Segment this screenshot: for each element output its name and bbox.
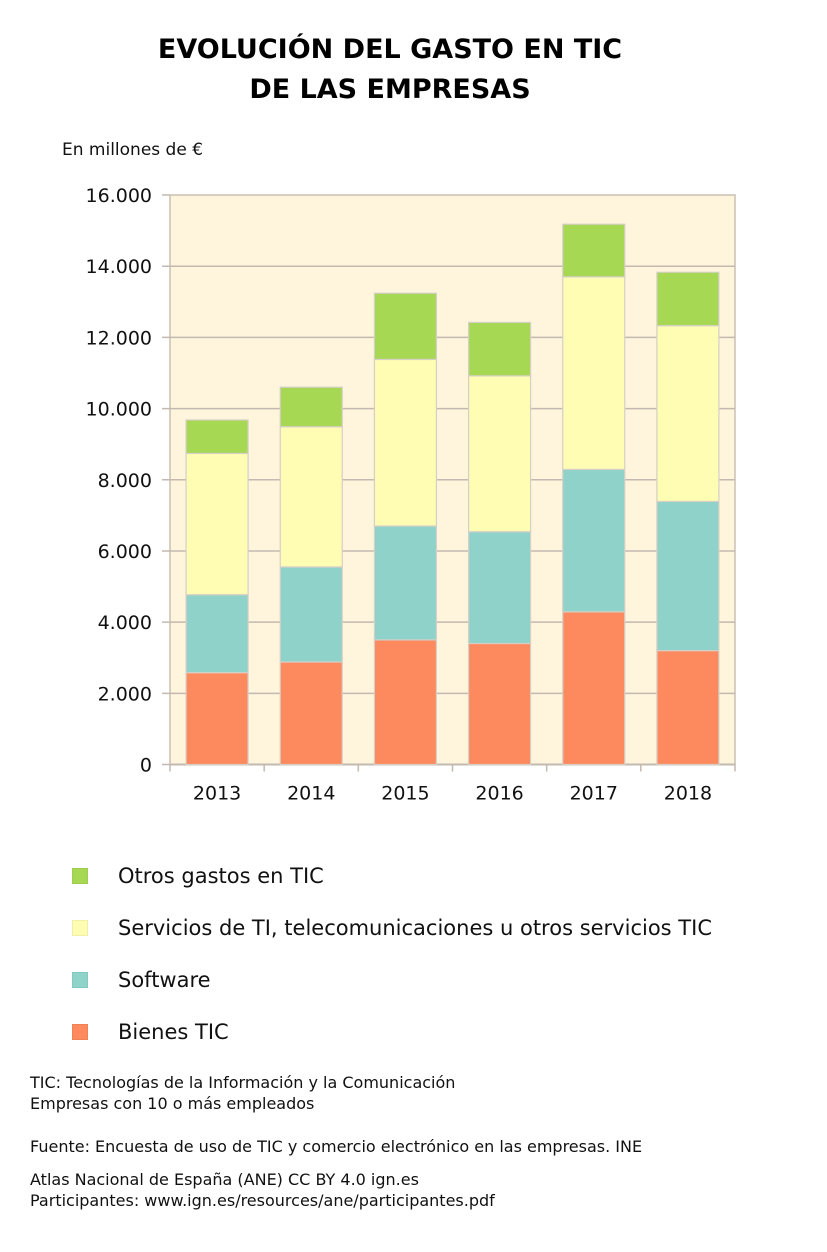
bar-2018-otros	[656, 271, 720, 327]
x-tick-label: 2016	[475, 783, 523, 805]
bar-2015-servicios	[373, 358, 438, 527]
y-tick-label: 4.000	[98, 612, 152, 634]
bar-2014-bienes	[279, 661, 343, 766]
bar-2018-servicios	[656, 325, 720, 503]
stacked-bar-chart: 0 2.000 4.000 6.000 8.000 10.000 12.000 14.000 1…	[86, 185, 736, 805]
bar-2015-otros	[373, 292, 438, 361]
bar-2016-software	[467, 531, 532, 645]
legend: Otros gastos en TIC Servicios de TI, tel…	[72, 850, 712, 1058]
bar-2016-servicios	[467, 375, 532, 533]
legend-label-otros: Otros gastos en TIC	[118, 864, 324, 888]
bar-2013-servicios	[185, 452, 249, 596]
bar-2014-otros	[279, 386, 343, 428]
x-tick-label: 2018	[664, 783, 712, 805]
bar-2018-bienes	[656, 650, 720, 766]
x-tick-label: 2015	[381, 783, 429, 805]
legend-label-servicios: Servicios de TI, telecomunicaciones u ot…	[118, 916, 712, 940]
bar-2014-servicios	[279, 426, 343, 568]
legend-item-servicios: Servicios de TI, telecomunicaciones u ot…	[72, 902, 712, 954]
bar-2017-bienes	[562, 611, 626, 766]
legend-item-bienes: Bienes TIC	[72, 1006, 712, 1058]
legend-swatch-servicios	[72, 920, 88, 936]
y-tick-label: 12.000	[86, 327, 152, 349]
bar-2016-bienes	[467, 642, 532, 766]
y-axis-unit-label: En millones de €	[62, 140, 204, 160]
note-company-size: Empresas con 10 o más empleados	[30, 1094, 315, 1113]
chart-title-line1: EVOLUCIÓN DEL GASTO EN TIC	[157, 34, 623, 65]
bar-2017-servicios	[562, 276, 626, 471]
y-tick-label: 16.000	[86, 185, 152, 207]
bar-2013-bienes	[185, 672, 249, 766]
bar-2016-otros	[467, 321, 532, 377]
bar-2017-software	[562, 468, 626, 613]
note-tic-definition: TIC: Tecnologías de la Información y la …	[30, 1073, 456, 1092]
legend-label-bienes: Bienes TIC	[118, 1020, 229, 1044]
bar-2018-software	[656, 500, 720, 652]
chart-title: EVOLUCIÓN DEL GASTO EN TIC DE LAS EMPRES…	[0, 30, 780, 110]
y-tick-label: 0	[140, 755, 152, 777]
bar-2015-bienes	[373, 639, 438, 766]
source-note: Fuente: Encuesta de uso de TIC y comerci…	[30, 1137, 643, 1156]
bar-2013-software	[185, 594, 249, 674]
y-tick-label: 2.000	[98, 683, 152, 705]
x-tick-label: 2017	[570, 783, 618, 805]
bar-2013-otros	[185, 419, 249, 455]
participants-link[interactable]: Participantes: www.ign.es/resources/ane/…	[30, 1191, 495, 1210]
legend-swatch-otros	[72, 868, 88, 884]
legend-item-software: Software	[72, 954, 712, 1006]
legend-swatch-software	[72, 972, 88, 988]
y-tick-label: 10.000	[86, 399, 152, 421]
bar-2014-software	[279, 566, 343, 663]
footnotes: TIC: Tecnologías de la Información y la …	[30, 1072, 642, 1211]
y-tick-label: 8.000	[98, 470, 152, 492]
credit-note: Atlas Nacional de España (ANE) CC BY 4.0…	[30, 1170, 419, 1189]
legend-label-software: Software	[118, 968, 211, 992]
x-tick-label: 2014	[287, 783, 335, 805]
bar-2017-otros	[562, 223, 626, 278]
chart-title-line2: DE LAS EMPRESAS	[249, 74, 531, 105]
bar-2015-software	[373, 525, 438, 641]
legend-swatch-bienes	[72, 1024, 88, 1040]
y-tick-label: 6.000	[98, 541, 152, 563]
x-tick-label: 2013	[193, 783, 241, 805]
y-tick-label: 14.000	[86, 256, 152, 278]
legend-item-otros: Otros gastos en TIC	[72, 850, 712, 902]
